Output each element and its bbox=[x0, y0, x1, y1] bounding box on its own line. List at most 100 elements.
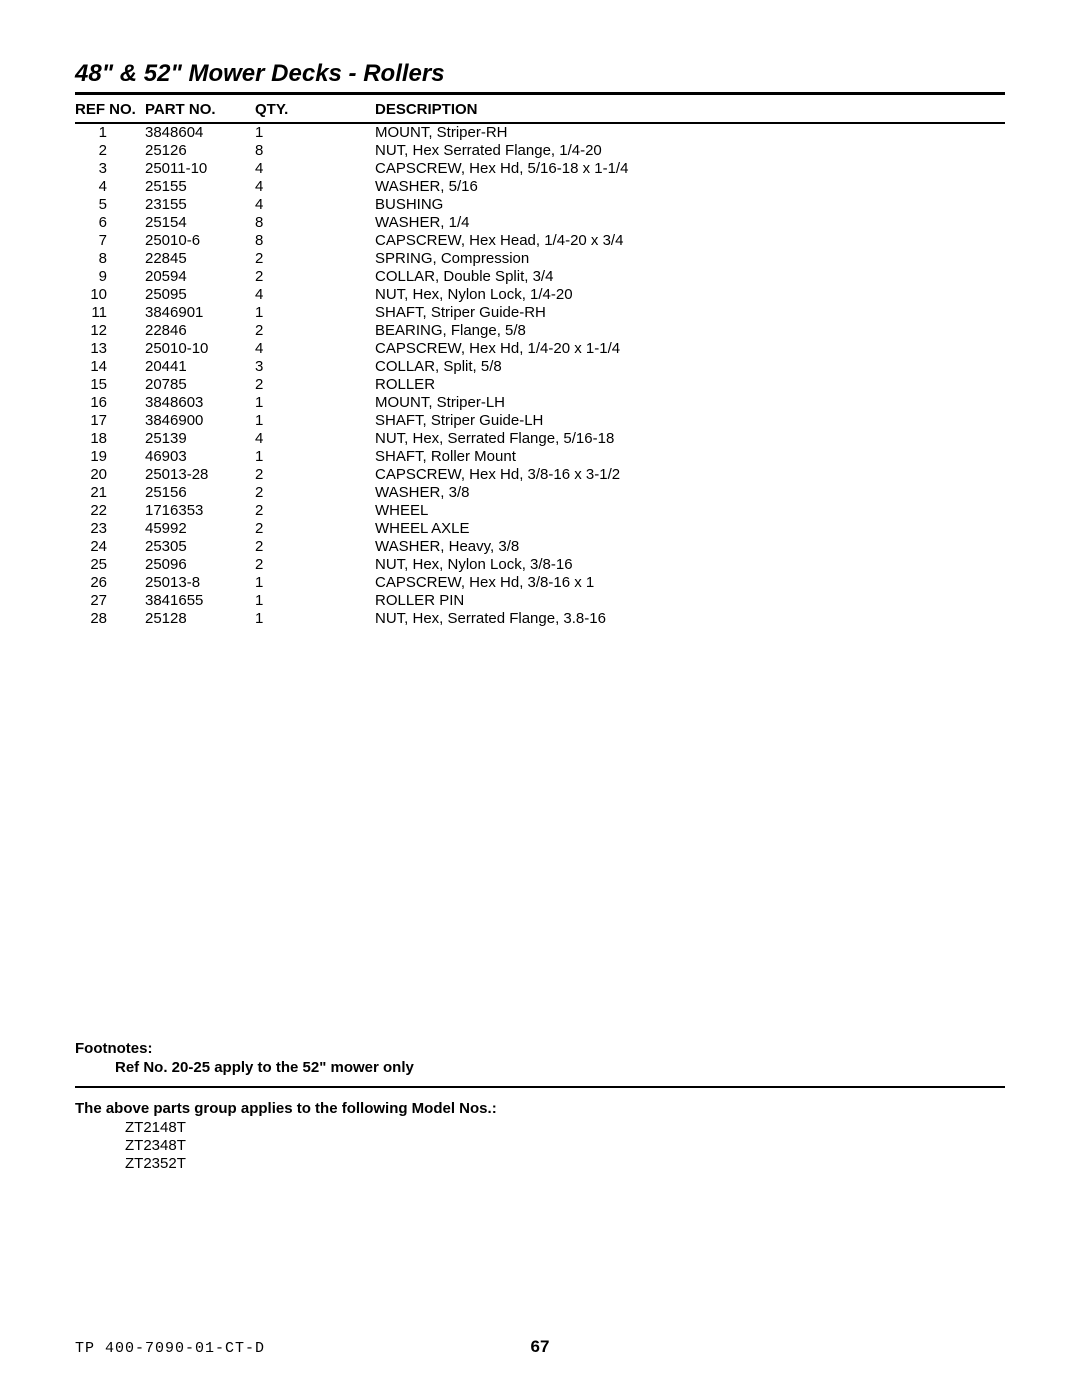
table-row: 19469031SHAFT, Roller Mount bbox=[75, 448, 1005, 466]
table-row: 138486041MOUNT, Striper-RH bbox=[75, 123, 1005, 142]
cell-ref: 10 bbox=[75, 286, 145, 304]
cell-qty: 4 bbox=[255, 160, 375, 178]
cell-desc: COLLAR, Double Split, 3/4 bbox=[375, 268, 1005, 286]
table-row: 14204413COLLAR, Split, 5/8 bbox=[75, 358, 1005, 376]
cell-desc: BEARING, Flange, 5/8 bbox=[375, 322, 1005, 340]
table-row: 2625013-81CAPSCREW, Hex Hd, 3/8-16 x 1 bbox=[75, 574, 1005, 592]
applies-heading: The above parts group applies to the fol… bbox=[75, 1100, 1005, 1117]
cell-part: 3846900 bbox=[145, 412, 255, 430]
cell-desc: ROLLER PIN bbox=[375, 592, 1005, 610]
cell-part: 25010-10 bbox=[145, 340, 255, 358]
cell-qty: 2 bbox=[255, 250, 375, 268]
cell-qty: 1 bbox=[255, 574, 375, 592]
cell-ref: 1 bbox=[75, 123, 145, 142]
cell-desc: WASHER, 1/4 bbox=[375, 214, 1005, 232]
page: 48" & 52" Mower Decks - Rollers Ref No. … bbox=[0, 0, 1080, 1397]
cell-part: 23155 bbox=[145, 196, 255, 214]
cell-desc: WASHER, 3/8 bbox=[375, 484, 1005, 502]
table-row: 1138469011SHAFT, Striper Guide-RH bbox=[75, 304, 1005, 322]
cell-qty: 1 bbox=[255, 610, 375, 628]
cell-qty: 4 bbox=[255, 430, 375, 448]
cell-qty: 3 bbox=[255, 358, 375, 376]
cell-part: 25155 bbox=[145, 178, 255, 196]
cell-desc: NUT, Hex, Serrated Flange, 5/16-18 bbox=[375, 430, 1005, 448]
cell-ref: 19 bbox=[75, 448, 145, 466]
cell-desc: NUT, Hex, Nylon Lock, 3/8-16 bbox=[375, 556, 1005, 574]
cell-qty: 2 bbox=[255, 502, 375, 520]
cell-qty: 4 bbox=[255, 286, 375, 304]
cell-part: 25126 bbox=[145, 142, 255, 160]
cell-desc: CAPSCREW, Hex Head, 1/4-20 x 3/4 bbox=[375, 232, 1005, 250]
cell-qty: 1 bbox=[255, 592, 375, 610]
table-row: 6251548WASHER, 1/4 bbox=[75, 214, 1005, 232]
cell-qty: 2 bbox=[255, 268, 375, 286]
page-title: 48" & 52" Mower Decks - Rollers bbox=[75, 60, 1005, 88]
cell-part: 25156 bbox=[145, 484, 255, 502]
cell-qty: 1 bbox=[255, 448, 375, 466]
page-footer: TP 400-7090-01-CT-D 67 bbox=[75, 1339, 1005, 1357]
table-row: 24253052WASHER, Heavy, 3/8 bbox=[75, 538, 1005, 556]
table-row: 725010-68CAPSCREW, Hex Head, 1/4-20 x 3/… bbox=[75, 232, 1005, 250]
cell-part: 25095 bbox=[145, 286, 255, 304]
footnotes-line: Ref No. 20-25 apply to the 52" mower onl… bbox=[115, 1059, 1005, 1076]
cell-part: 20594 bbox=[145, 268, 255, 286]
cell-ref: 16 bbox=[75, 394, 145, 412]
cell-desc: WASHER, Heavy, 3/8 bbox=[375, 538, 1005, 556]
table-row: 9205942COLLAR, Double Split, 3/4 bbox=[75, 268, 1005, 286]
cell-part: 3848604 bbox=[145, 123, 255, 142]
cell-part: 20785 bbox=[145, 376, 255, 394]
cell-qty: 2 bbox=[255, 484, 375, 502]
header-part: Part No. bbox=[145, 97, 255, 123]
footnotes-heading: Footnotes: bbox=[75, 1040, 1005, 1057]
page-number: 67 bbox=[75, 1337, 1005, 1357]
cell-desc: CAPSCREW, Hex Hd, 1/4-20 x 1-1/4 bbox=[375, 340, 1005, 358]
cell-desc: MOUNT, Striper-LH bbox=[375, 394, 1005, 412]
cell-desc: WASHER, 5/16 bbox=[375, 178, 1005, 196]
cell-ref: 21 bbox=[75, 484, 145, 502]
cell-ref: 15 bbox=[75, 376, 145, 394]
cell-ref: 20 bbox=[75, 466, 145, 484]
cell-ref: 27 bbox=[75, 592, 145, 610]
model-item: ZT2348T bbox=[125, 1137, 1005, 1155]
header-desc: Description bbox=[375, 97, 1005, 123]
table-row: 2025013-282CAPSCREW, Hex Hd, 3/8-16 x 3-… bbox=[75, 466, 1005, 484]
cell-ref: 26 bbox=[75, 574, 145, 592]
cell-qty: 4 bbox=[255, 340, 375, 358]
cell-part: 22846 bbox=[145, 322, 255, 340]
model-item: ZT2352T bbox=[125, 1155, 1005, 1173]
title-rule bbox=[75, 92, 1005, 95]
table-row: 2738416551ROLLER PIN bbox=[75, 592, 1005, 610]
header-ref: Ref No. bbox=[75, 97, 145, 123]
cell-part: 20441 bbox=[145, 358, 255, 376]
table-row: 23459922WHEEL AXLE bbox=[75, 520, 1005, 538]
cell-desc: ROLLER bbox=[375, 376, 1005, 394]
cell-ref: 28 bbox=[75, 610, 145, 628]
cell-qty: 2 bbox=[255, 538, 375, 556]
cell-part: 3846901 bbox=[145, 304, 255, 322]
cell-part: 3848603 bbox=[145, 394, 255, 412]
cell-desc: NUT, Hex, Nylon Lock, 1/4-20 bbox=[375, 286, 1005, 304]
cell-qty: 2 bbox=[255, 520, 375, 538]
cell-ref: 17 bbox=[75, 412, 145, 430]
cell-ref: 7 bbox=[75, 232, 145, 250]
cell-ref: 18 bbox=[75, 430, 145, 448]
cell-part: 46903 bbox=[145, 448, 255, 466]
cell-qty: 8 bbox=[255, 214, 375, 232]
cell-ref: 25 bbox=[75, 556, 145, 574]
cell-desc: SHAFT, Roller Mount bbox=[375, 448, 1005, 466]
cell-ref: 2 bbox=[75, 142, 145, 160]
cell-ref: 12 bbox=[75, 322, 145, 340]
cell-part: 25013-8 bbox=[145, 574, 255, 592]
table-row: 4251554WASHER, 5/16 bbox=[75, 178, 1005, 196]
cell-part: 1716353 bbox=[145, 502, 255, 520]
cell-ref: 9 bbox=[75, 268, 145, 286]
table-row: 2217163532WHEEL bbox=[75, 502, 1005, 520]
cell-ref: 11 bbox=[75, 304, 145, 322]
cell-qty: 2 bbox=[255, 556, 375, 574]
cell-desc: WHEEL bbox=[375, 502, 1005, 520]
table-row: 8228452SPRING, Compression bbox=[75, 250, 1005, 268]
cell-ref: 5 bbox=[75, 196, 145, 214]
table-row: 325011-104CAPSCREW, Hex Hd, 5/16-18 x 1-… bbox=[75, 160, 1005, 178]
cell-ref: 14 bbox=[75, 358, 145, 376]
table-row: 1638486031MOUNT, Striper-LH bbox=[75, 394, 1005, 412]
